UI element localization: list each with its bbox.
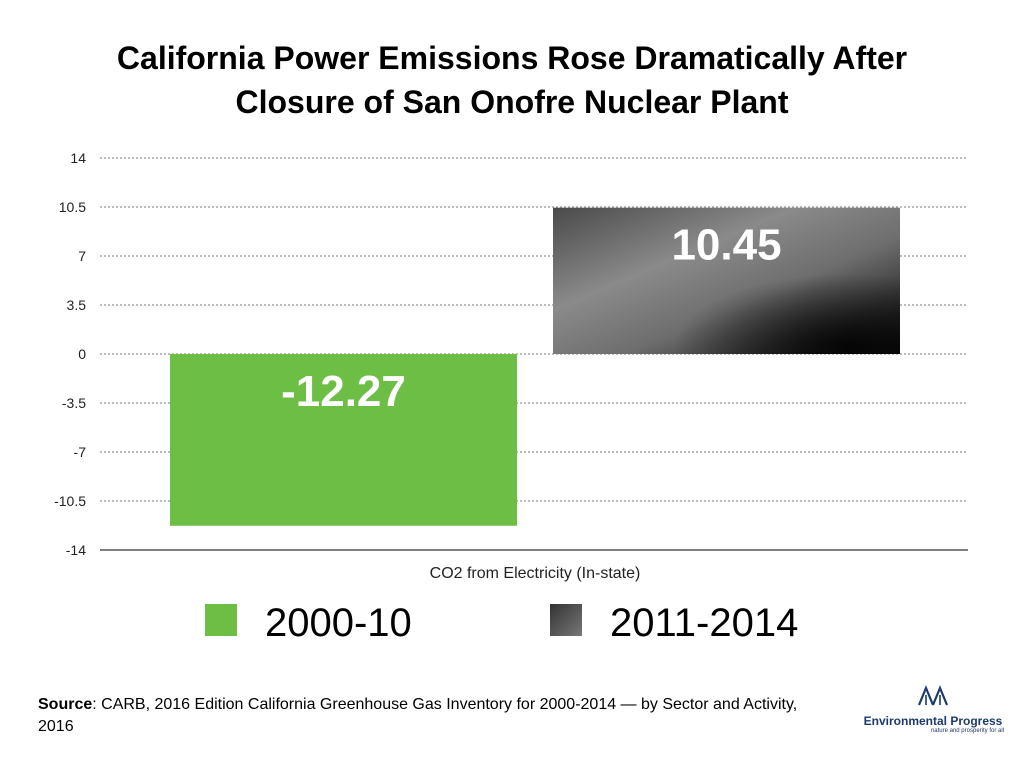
y-tick-label: 10.5: [59, 199, 86, 215]
legend-swatch: [550, 604, 582, 636]
bar-chart: 14 10.5 7 3.5 0 -3.5 -7 -10.5 -14 -12.27 10.45 CO…: [54, 150, 968, 645]
bar-2000-10: [170, 354, 517, 526]
logo: Environmental Progress nature and prospe…: [858, 685, 1008, 745]
y-tick-label: 3.5: [67, 297, 87, 313]
source-note: Source: CARB, 2016 Edition California Gr…: [38, 694, 818, 738]
legend-swatch: [205, 604, 237, 636]
data-label: 10.45: [671, 221, 781, 270]
logo-name: Environmental Progress: [863, 714, 1003, 728]
chart-title-line-1: California Power Emissions Rose Dramatic…: [116, 40, 908, 76]
legend: 2000-10 2011-2014: [205, 601, 798, 645]
logo-tagline: nature and prosperity for all: [930, 728, 1004, 734]
y-tick-label: 0: [78, 346, 86, 362]
y-tick-label: -7: [74, 444, 87, 460]
data-labels: -12.27 10.45: [281, 221, 781, 416]
source-text: : CARB, 2016 Edition California Greenhou…: [38, 696, 798, 735]
y-tick-label: -10.5: [54, 493, 86, 509]
y-tick-label: 14: [70, 150, 86, 166]
chart-title: California Power Emissions Rose Dramatic…: [20, 36, 1004, 124]
y-axis-ticks: 14 10.5 7 3.5 0 -3.5 -7 -10.5 -14: [54, 150, 86, 558]
legend-label: 2011-2014: [610, 601, 798, 645]
trees-icon: [917, 685, 949, 706]
y-tick-label: -3.5: [62, 395, 86, 411]
y-tick-label: 7: [78, 248, 86, 264]
y-tick-label: -14: [66, 542, 86, 558]
legend-label: 2000-10: [265, 601, 412, 645]
bar-texture: [553, 207, 900, 354]
x-axis-label: CO2 from Electricity (In-state): [430, 565, 641, 582]
chart-title-line-2: Closure of San Onofre Nuclear Plant: [235, 84, 789, 120]
data-label: -12.27: [281, 367, 406, 416]
bars: [170, 207, 900, 526]
source-label: Source: [38, 696, 93, 713]
